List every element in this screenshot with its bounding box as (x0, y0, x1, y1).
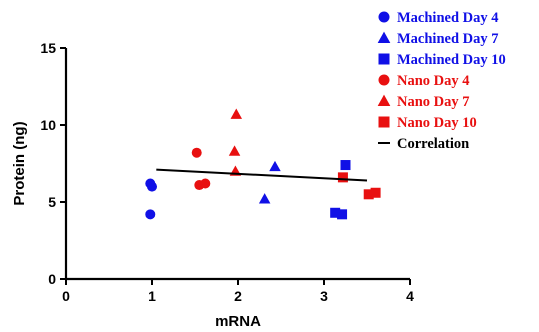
x-tick-label: 2 (234, 288, 242, 304)
legend-marker (377, 31, 391, 44)
y-tick-label: 5 (48, 194, 56, 210)
y-axis-title: Protein (ng) (11, 121, 28, 205)
legend-marker (378, 74, 390, 86)
legend-label: Nano Day 4 (397, 73, 470, 89)
data-point (147, 181, 157, 192)
data-point (258, 193, 271, 204)
data-point (191, 147, 202, 158)
legend-marker (377, 94, 391, 107)
data-point (200, 178, 211, 189)
data-point (230, 108, 243, 119)
data-point (363, 189, 374, 200)
data-point (330, 207, 341, 218)
legend-label: Nano Day 10 (397, 115, 477, 131)
legend-marker (378, 116, 390, 128)
y-tick-label: 0 (48, 271, 56, 287)
correlation-line (156, 168, 368, 182)
data-point (337, 172, 348, 183)
legend-label: Machined Day 4 (397, 10, 499, 26)
legend: Machined Day 4 Machined Day 7 Machined Day… (377, 10, 506, 152)
data-point (228, 145, 241, 156)
plot-area: 0 1 2 3 4 0 5 10 15 mRNA Protein (ng) (11, 40, 414, 330)
legend-label: Machined Day 10 (397, 52, 506, 68)
x-tick-label: 3 (320, 288, 328, 304)
data-point (337, 209, 348, 220)
x-tick-label: 4 (406, 288, 414, 304)
y-tick-label: 15 (40, 40, 56, 56)
x-tick-label: 1 (148, 288, 156, 304)
x-axis-title: mRNA (215, 313, 261, 330)
legend-label: Correlation (397, 136, 469, 152)
x-tick-label: 0 (62, 288, 70, 304)
data-point (340, 160, 351, 171)
data-point (145, 209, 156, 220)
legend-label: Machined Day 7 (397, 31, 499, 47)
y-tick-label: 10 (40, 117, 56, 133)
legend-label: Nano Day 7 (397, 94, 470, 110)
legend-marker (378, 53, 390, 65)
legend-marker (378, 11, 390, 23)
data-point (269, 160, 281, 172)
data-point (370, 187, 381, 198)
